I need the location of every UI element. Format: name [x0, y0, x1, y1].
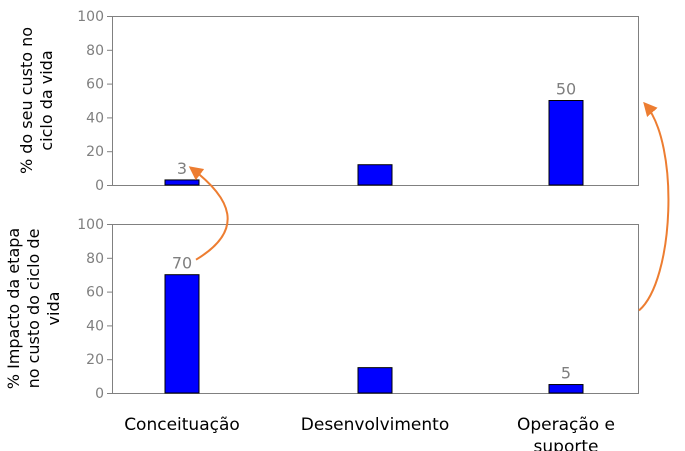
top-bar-2: [548, 100, 584, 186]
top-ytick-label: 20: [86, 144, 104, 160]
top-ytick-label: 80: [86, 43, 104, 59]
bottom-chart-panel: 0 20 40 60 80 100 70 5 % Impacto da etapano cust…: [4, 217, 639, 402]
bottom-ytick-label: 0: [95, 386, 104, 402]
bottom-bar-0: [164, 274, 200, 394]
category-axis-labels: Conceituação Desenvolvimento Operação e sup…: [124, 415, 615, 451]
top-chart-panel: 0 20 40 60 80 100 3 50 % do seu custo nociclo da…: [17, 9, 639, 194]
bottom-bar-2: [548, 384, 584, 394]
top-ytick-label: 40: [86, 110, 104, 126]
bottom-plot-frame: [112, 224, 639, 394]
top-y-axis-title: % do seu custo nociclo da vida: [17, 27, 56, 174]
bottom-ytick-label: 80: [86, 251, 104, 267]
category-label-1: Desenvolvimento: [301, 415, 449, 435]
category-label-2: Operação e suporte: [517, 415, 615, 451]
top-data-label-0: 3: [177, 159, 187, 178]
annotation-arrows: [188, 101, 670, 312]
bottom-data-label-0: 70: [172, 254, 192, 273]
annotation-arrow-operacao: [638, 101, 670, 312]
bottom-data-label-2: 5: [561, 364, 571, 383]
top-bar-0: [164, 179, 200, 186]
top-bar-1: [357, 164, 393, 186]
bottom-bar-1: [357, 367, 393, 394]
bottom-ytick-label: 60: [86, 285, 104, 301]
category-label-0: Conceituação: [124, 415, 240, 435]
top-ytick-label: 100: [77, 9, 104, 25]
top-data-label-2: 50: [556, 80, 576, 99]
bottom-ytick-label: 20: [86, 352, 104, 368]
annotation-arrow-conceituacao: [188, 166, 229, 261]
top-ytick-label: 60: [86, 77, 104, 93]
top-ytick-label: 0: [95, 178, 104, 194]
bottom-y-axis-title: % Impacto da etapano custo do ciclo devi…: [4, 228, 63, 389]
bottom-ytick-label: 40: [86, 318, 104, 334]
bottom-ytick-label: 100: [77, 217, 104, 233]
